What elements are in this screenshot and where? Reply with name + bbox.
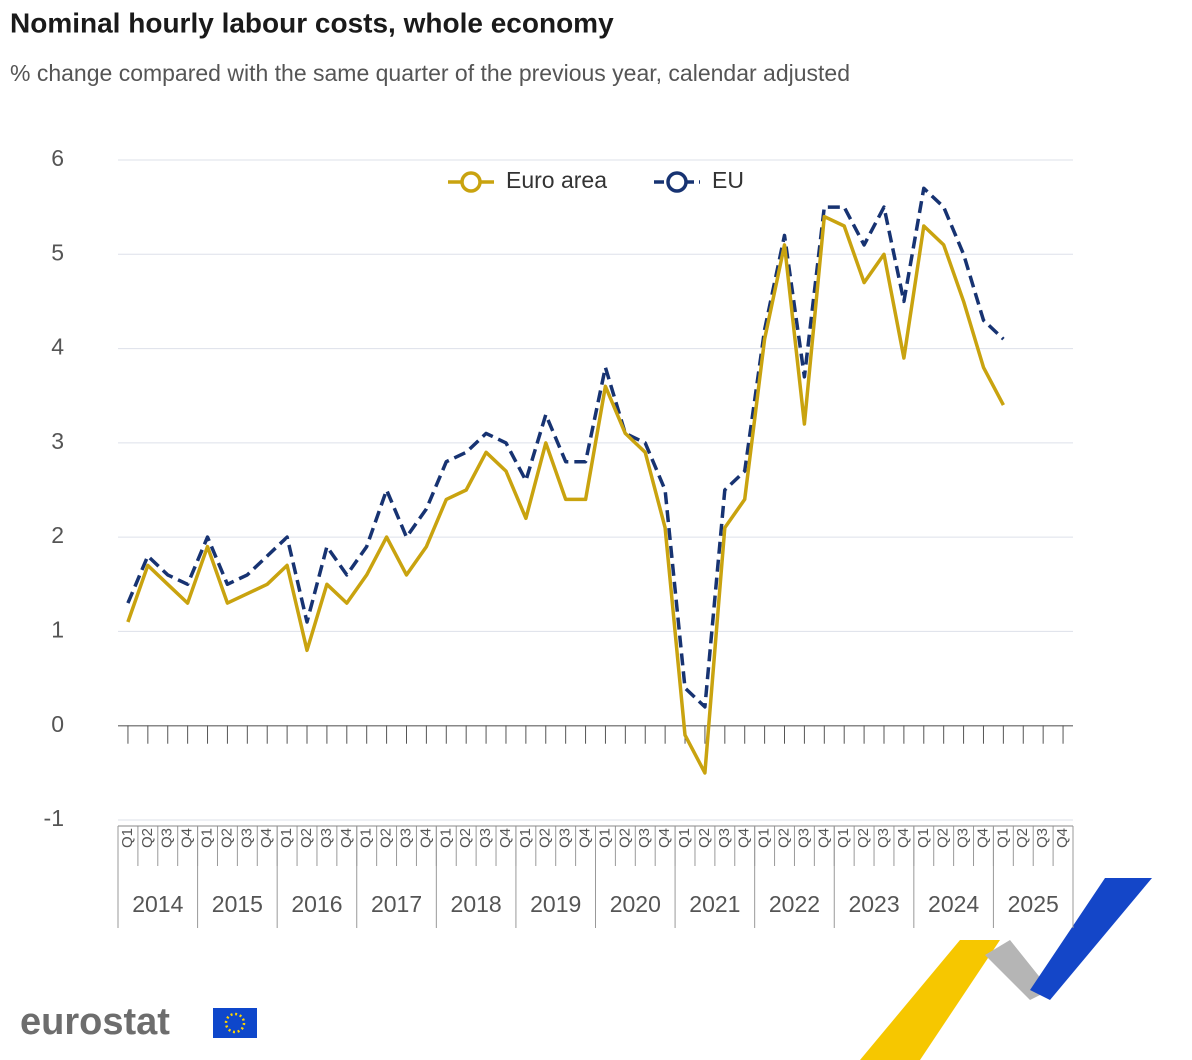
x-tick-label: Q2 <box>139 828 156 848</box>
x-tick-label: Q3 <box>636 828 653 848</box>
x-tick-label: Q4 <box>497 828 514 848</box>
year-label: 2020 <box>610 891 661 917</box>
chart-title: Nominal hourly labour costs, whole econo… <box>10 7 614 38</box>
x-tick-label: Q2 <box>775 828 792 848</box>
eu-flag <box>213 1008 257 1038</box>
x-tick-label: Q1 <box>915 828 932 848</box>
x-tick-label: Q1 <box>835 828 852 848</box>
y-tick-label: 0 <box>51 711 64 737</box>
y-tick-label: 5 <box>51 239 64 265</box>
x-tick-label: Q1 <box>756 828 773 848</box>
series-line <box>126 214 1005 775</box>
x-tick-label: Q4 <box>1054 828 1071 848</box>
x-tick-label: Q3 <box>557 828 574 848</box>
decoration <box>860 878 1152 1060</box>
x-tick-label: Q4 <box>179 828 196 848</box>
x-tick-label: Q3 <box>875 828 892 848</box>
x-tick-label: Q3 <box>477 828 494 848</box>
legend-marker <box>460 171 482 193</box>
x-tick-label: Q4 <box>338 828 355 848</box>
x-tick-label: Q2 <box>378 828 395 848</box>
year-label: 2018 <box>451 891 502 917</box>
x-tick-label: Q3 <box>159 828 176 848</box>
x-tick-label: Q1 <box>596 828 613 848</box>
x-tick-label: Q4 <box>656 828 673 848</box>
legend-label: Euro area <box>506 167 607 193</box>
series-line <box>126 186 1005 709</box>
year-label: 2022 <box>769 891 820 917</box>
x-tick-label: Q3 <box>795 828 812 848</box>
year-label: 2017 <box>371 891 422 917</box>
x-tick-label: Q4 <box>974 828 991 848</box>
x-tick-label: Q2 <box>457 828 474 848</box>
x-tick-label: Q2 <box>696 828 713 848</box>
legend-label: EU <box>712 167 744 193</box>
x-tick-label: Q2 <box>298 828 315 848</box>
x-tick-label: Q1 <box>119 828 136 848</box>
x-tick-label: Q2 <box>935 828 952 848</box>
y-tick-label: 2 <box>51 522 64 548</box>
y-tick-label: 6 <box>51 145 64 171</box>
x-tick-label: Q4 <box>577 828 594 848</box>
x-tick-label: Q4 <box>736 828 753 848</box>
x-tick-label: Q1 <box>994 828 1011 848</box>
x-tick-label: Q1 <box>517 828 534 848</box>
x-tick-label: Q3 <box>318 828 335 848</box>
y-tick-label: 3 <box>51 428 64 454</box>
x-tick-label: Q1 <box>358 828 375 848</box>
y-tick-label: 1 <box>51 617 64 643</box>
x-tick-label: Q3 <box>1034 828 1051 848</box>
brand-logo: eurostat <box>20 1001 170 1043</box>
legend-marker <box>666 171 688 193</box>
x-tick-label: Q4 <box>417 828 434 848</box>
x-tick-label: Q1 <box>676 828 693 848</box>
x-tick-label: Q1 <box>278 828 295 848</box>
x-tick-label: Q1 <box>437 828 454 848</box>
x-tick-label: Q2 <box>1014 828 1031 848</box>
x-tick-label: Q4 <box>815 828 832 848</box>
year-label: 2014 <box>132 891 183 917</box>
x-tick-label: Q4 <box>258 828 275 848</box>
x-tick-label: Q3 <box>955 828 972 848</box>
x-tick-label: Q3 <box>716 828 733 848</box>
y-tick-label: -1 <box>44 805 64 831</box>
year-label: 2019 <box>530 891 581 917</box>
year-label: 2016 <box>291 891 342 917</box>
year-label: 2021 <box>689 891 740 917</box>
x-tick-label: Q3 <box>397 828 414 848</box>
year-label: 2015 <box>212 891 263 917</box>
year-label: 2024 <box>928 891 979 917</box>
x-tick-label: Q1 <box>199 828 216 848</box>
x-tick-label: Q3 <box>238 828 255 848</box>
year-label: 2025 <box>1008 891 1059 917</box>
chart-subtitle: % change compared with the same quarter … <box>10 60 850 86</box>
x-tick-label: Q4 <box>895 828 912 848</box>
x-tick-label: Q2 <box>537 828 554 848</box>
y-tick-label: 4 <box>51 334 64 360</box>
year-label: 2023 <box>848 891 899 917</box>
x-tick-label: Q2 <box>855 828 872 848</box>
x-tick-label: Q2 <box>218 828 235 848</box>
x-tick-label: Q2 <box>616 828 633 848</box>
